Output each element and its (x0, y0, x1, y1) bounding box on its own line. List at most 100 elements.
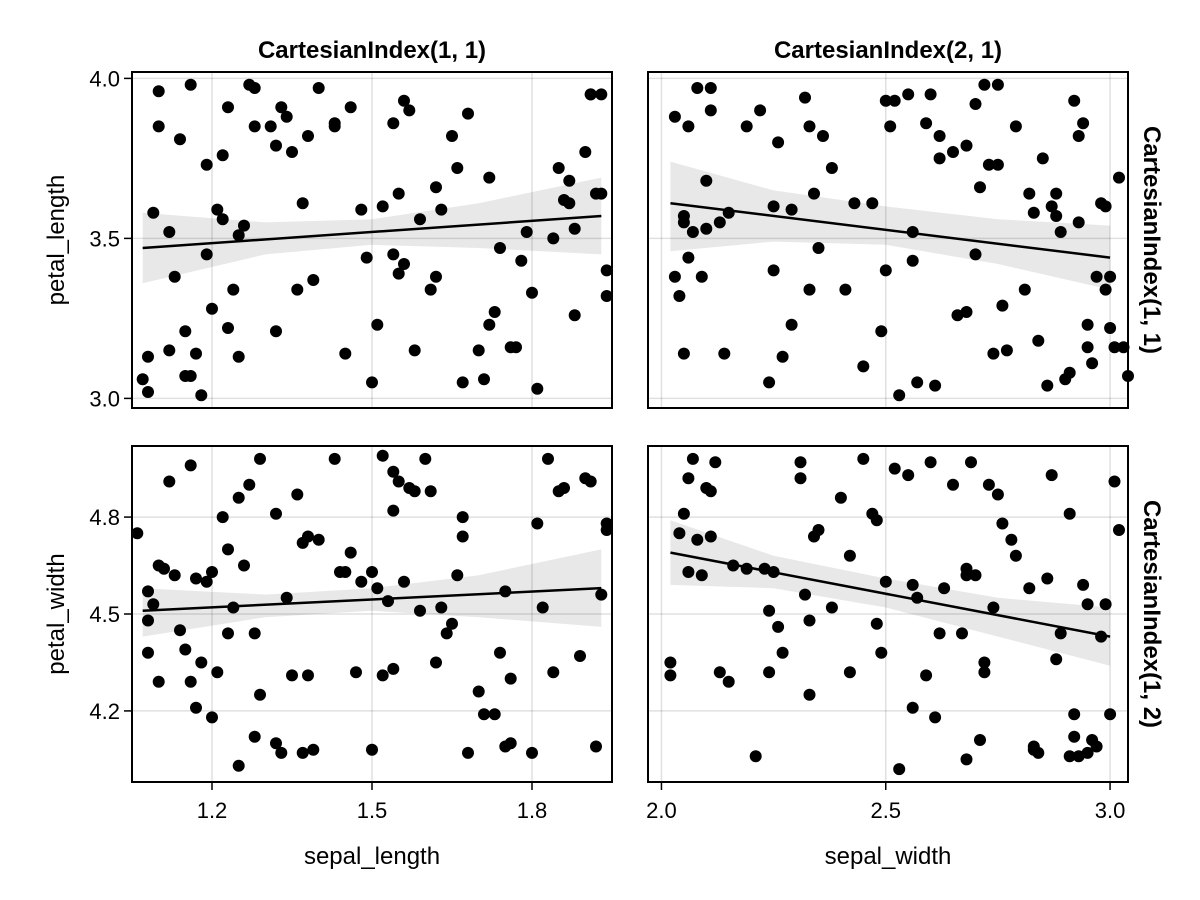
data-point (758, 562, 771, 575)
data-point (803, 120, 816, 133)
data-point (142, 386, 154, 398)
data-point (579, 146, 592, 158)
data-point (456, 376, 469, 389)
data-point (803, 614, 816, 627)
data-point (870, 514, 883, 527)
data-point (398, 258, 410, 270)
x-axis-label: sepal_length (304, 843, 440, 870)
data-point (168, 270, 181, 283)
data-point (767, 566, 780, 578)
data-point (472, 344, 485, 357)
data-point (296, 197, 309, 210)
data-point (520, 226, 533, 238)
data-point (682, 251, 695, 264)
x-tick-label: 1.8 (517, 798, 548, 823)
data-point (713, 666, 726, 679)
data-point (248, 82, 261, 94)
confidence-band (670, 161, 1111, 290)
data-point (472, 685, 485, 698)
data-point (504, 737, 517, 750)
data-point (190, 347, 202, 360)
data-point (328, 452, 341, 465)
data-point (1045, 200, 1058, 213)
data-point (700, 222, 713, 235)
data-point (542, 452, 554, 465)
data-point (794, 472, 807, 485)
data-point (982, 478, 995, 491)
data-point (902, 88, 915, 101)
data-point (1077, 578, 1090, 591)
data-point (227, 601, 240, 614)
data-point (504, 672, 517, 685)
data-point (312, 533, 325, 546)
data-point (222, 322, 234, 334)
x-tick-label: 1.2 (197, 798, 228, 823)
data-point (1072, 130, 1085, 142)
data-point (595, 88, 608, 101)
data-point (794, 456, 807, 469)
data-point (722, 206, 735, 219)
data-point (238, 559, 250, 572)
data-point (366, 743, 378, 756)
data-point (600, 517, 613, 530)
data-point (179, 325, 192, 338)
data-point (483, 318, 496, 331)
data-point (1095, 630, 1108, 643)
data-point (216, 511, 229, 524)
panel-r2-c2: 2.0 2.5 3.0 sepal_width (646, 445, 1129, 870)
data-point (695, 569, 708, 582)
data-point (152, 675, 165, 688)
data-point (563, 197, 576, 210)
data-point (184, 675, 197, 688)
data-point (933, 130, 946, 142)
data-point (906, 701, 919, 714)
data-point (1068, 730, 1081, 743)
data-point (302, 530, 314, 543)
panel-frame (131, 71, 613, 409)
data-point (339, 347, 352, 360)
data-point (366, 376, 378, 389)
data-point (677, 507, 690, 520)
data-point (704, 485, 717, 498)
panel-r1-c2 (647, 71, 1134, 409)
data-point (843, 666, 856, 679)
data-point (547, 232, 560, 245)
data-point (776, 646, 789, 659)
data-point (526, 286, 538, 299)
data-point (727, 559, 740, 572)
data-point (956, 627, 968, 640)
data-point (924, 88, 937, 101)
data-point (803, 283, 816, 296)
data-point (951, 309, 964, 322)
data-point (933, 152, 946, 165)
data-point (879, 264, 892, 277)
data-point (1023, 582, 1036, 595)
data-point (232, 350, 245, 363)
data-point (1068, 708, 1081, 721)
data-point (812, 242, 825, 254)
data-point (312, 82, 325, 94)
data-point (547, 666, 560, 679)
data-point (190, 701, 202, 714)
data-point (1113, 524, 1125, 536)
data-point (387, 504, 400, 517)
data-point (243, 478, 256, 491)
data-point (248, 627, 261, 640)
y-tick-label: 4.0 (89, 66, 120, 91)
data-point (232, 491, 245, 504)
data-point (435, 601, 448, 614)
data-point (996, 517, 1009, 530)
data-point (1041, 379, 1054, 392)
data-point (600, 264, 613, 277)
data-point (494, 242, 506, 254)
data-point (686, 226, 699, 238)
data-point (682, 472, 695, 485)
panel-frame (647, 445, 1129, 783)
data-point (803, 688, 816, 701)
data-point (960, 753, 973, 766)
data-point (785, 203, 798, 216)
data-point (296, 746, 309, 759)
data-point (291, 283, 304, 296)
data-point (302, 130, 314, 142)
